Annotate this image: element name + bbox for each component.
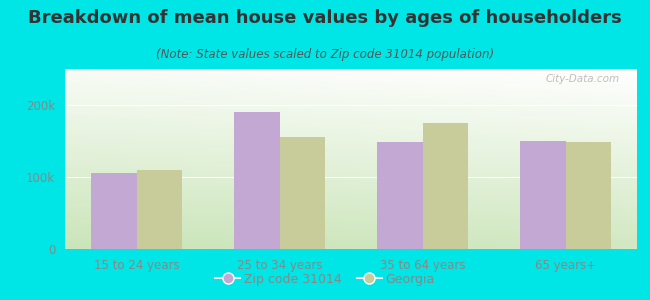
Bar [422,123,468,249]
Bar [91,173,136,249]
Text: Breakdown of mean house values by ages of householders: Breakdown of mean house values by ages o… [28,9,622,27]
Bar [234,112,280,249]
Legend: Zip code 31014, Georgia: Zip code 31014, Georgia [210,268,440,291]
Bar [280,137,325,249]
Bar [566,142,611,249]
Text: City-Data.com: City-Data.com [546,74,620,84]
Bar [136,170,182,249]
Bar [520,141,566,249]
Text: (Note: State values scaled to Zip code 31014 population): (Note: State values scaled to Zip code 3… [156,48,494,61]
Bar [377,142,423,249]
